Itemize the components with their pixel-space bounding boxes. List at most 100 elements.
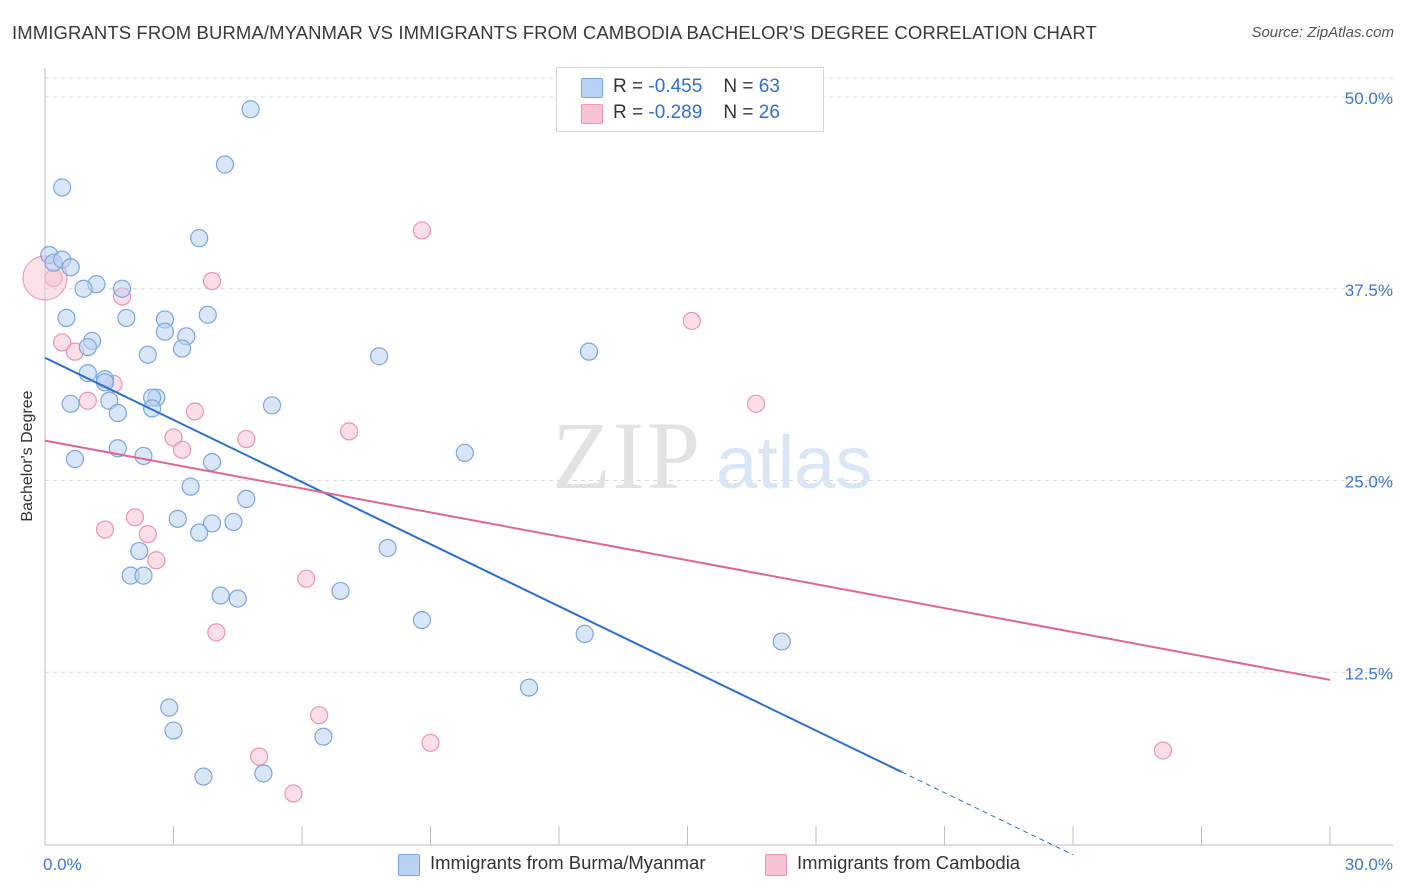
grid-lines [45,77,1393,673]
trend-lines [44,356,1331,856]
trend-line-burma [44,356,903,773]
point-burma [314,727,333,746]
point-burma [370,347,389,366]
x-tick-label: 0.0% [43,855,82,874]
stats-legend: R = -0.455 N = 63 R = -0.289 N = 26 [556,67,824,132]
point-burma [172,339,192,358]
point-cambodia [172,440,192,459]
point-burma [211,586,230,605]
point-burma [228,589,247,608]
legend-label-cambodia: Immigrants from Cambodia [797,852,1021,873]
point-cambodia [340,422,359,441]
n-label: N = [723,102,754,123]
point-burma [254,764,273,783]
source-label: Source: ZipAtlas.com [1251,24,1394,41]
point-cambodia [78,391,97,410]
point-burma [575,624,594,644]
y-tick-label: 25.0% [1345,473,1393,492]
point-burma [241,100,260,119]
point-burma [160,698,179,717]
chart-title: IMMIGRANTS FROM BURMA/MYANMAR VS IMMIGRA… [12,22,1097,43]
point-burma [53,178,72,197]
point-cambodia [297,569,316,588]
point-burma [57,308,76,327]
point-burma [61,394,80,413]
point-cambodia [125,508,145,527]
point-cambodia [310,706,329,725]
point-burma [224,512,243,532]
point-burma [112,279,132,298]
point-burma [134,446,153,466]
point-burma [138,345,157,364]
point-burma [168,509,187,528]
point-burma [579,342,599,361]
point-burma [65,449,85,469]
point-burma [155,322,175,341]
watermark-zip: ZIP [552,402,702,509]
point-cambodia [138,525,157,544]
point-cambodia [746,394,766,413]
point-burma [331,581,350,601]
point-cambodia [412,221,432,240]
trend-line-cambodia [44,439,1331,681]
burma-swatch [581,78,603,98]
point-burma [190,229,209,248]
point-burma [237,489,256,509]
cambodia-swatch [581,104,603,124]
point-cambodia [207,623,226,642]
point-burma [142,399,162,418]
point-cambodia [53,333,72,352]
point-burma [134,566,153,585]
watermark-atlas: atlas [716,421,872,504]
point-cambodia [185,402,205,421]
y-tick-label: 37.5% [1345,281,1393,300]
n-value: 26 [758,102,780,123]
cambodia-legend-swatch [765,854,787,876]
point-burma [108,403,127,423]
r-label: R = [613,102,644,123]
series-cambodia-points [22,221,1173,803]
point-cambodia [421,733,440,752]
point-burma [194,767,213,786]
point-burma [202,514,222,533]
point-burma [412,610,432,630]
point-burma [455,443,474,462]
point-burma [519,678,539,697]
point-burma [181,477,200,496]
point-burma [262,396,282,415]
point-cambodia [164,428,183,447]
point-burma [78,337,97,357]
point-burma [130,541,149,561]
point-burma [215,155,234,174]
point-burma [198,305,217,324]
point-burma [378,538,397,558]
point-burma [772,632,791,651]
axes [44,68,1393,846]
point-cambodia [95,520,115,539]
r-value: -0.455 [648,76,703,97]
point-cambodia [682,311,701,331]
point-burma [164,721,183,740]
point-burma [95,373,115,392]
y-tick-label: 50.0% [1345,89,1393,108]
point-burma [202,452,222,472]
watermark: ZIP atlas [552,402,872,509]
point-cambodia [250,747,269,766]
r-value: -0.289 [648,102,703,123]
tick-labels: 12.5% 25.0% 37.5% 50.0% 0.0% 30.0% [43,89,1393,874]
series-burma-points [40,100,791,786]
point-cambodia [1153,741,1173,760]
x-tick-label: 30.0% [1345,855,1393,874]
point-burma [190,523,209,542]
n-value: 63 [758,76,780,97]
n-label: N = [723,76,754,97]
burma-legend-swatch [398,854,420,876]
point-cambodia [237,429,256,449]
point-burma [61,258,80,277]
y-tick-label: 12.5% [1345,664,1393,683]
r-label: R = [613,76,644,97]
point-cambodia [147,551,166,570]
point-cambodia [284,784,303,803]
y-axis-label: Bachelor's Degree [19,390,36,522]
